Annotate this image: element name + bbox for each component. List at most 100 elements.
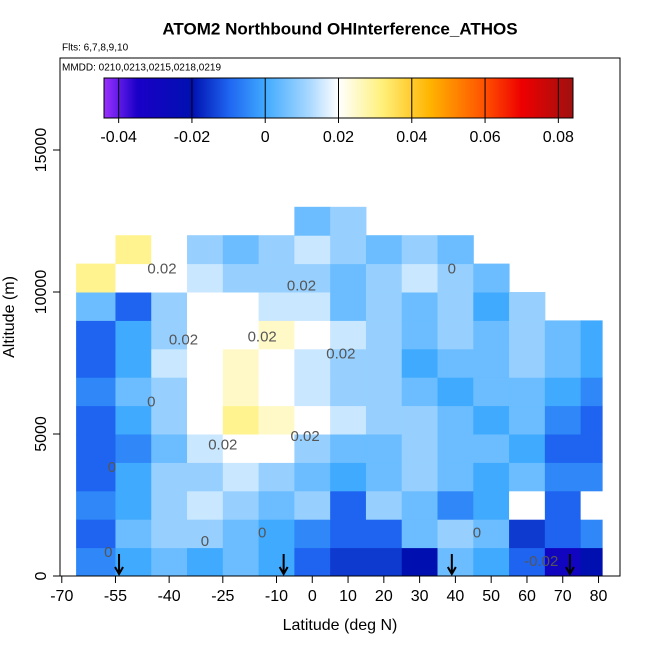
heat-cell xyxy=(294,547,331,577)
colorbar-tick-label: 0.02 xyxy=(323,129,354,146)
heat-cell xyxy=(365,348,403,378)
heat-cell xyxy=(365,263,403,293)
heat-cell xyxy=(580,377,603,407)
chart-title: ATOM2 Northbound OHInterference_ATHOS xyxy=(162,19,517,38)
heat-cell xyxy=(187,348,224,378)
x-tick-label: -40 xyxy=(158,588,181,605)
heat-cell xyxy=(151,547,188,577)
heat-cell xyxy=(115,519,152,549)
heat-cell xyxy=(544,434,582,463)
heat-cell xyxy=(187,263,224,293)
heat-cell xyxy=(258,348,295,378)
arrow xyxy=(114,554,124,577)
heat-cell xyxy=(258,235,295,265)
heat-cell xyxy=(222,462,260,492)
heat-cell xyxy=(437,292,474,321)
heat-cell xyxy=(115,434,152,463)
heat-cell xyxy=(580,348,603,378)
heat-cell xyxy=(187,434,224,463)
heat-cell xyxy=(509,434,546,463)
heat-cell xyxy=(401,547,439,577)
heat-cell xyxy=(580,462,603,492)
plot-frame xyxy=(59,57,621,577)
heat-cell xyxy=(544,490,582,520)
heat-cell xyxy=(115,377,152,407)
heat-cell xyxy=(473,462,510,492)
heat-cell xyxy=(187,377,224,407)
y-axis-label: Altitude (m) xyxy=(1,276,18,358)
heat-cell xyxy=(544,462,582,492)
heat-cell xyxy=(115,263,152,293)
heat-cell xyxy=(473,519,510,549)
heat-cell xyxy=(473,490,510,520)
colorbar-tick-label: 0.08 xyxy=(543,129,574,146)
x-tick-label: -25 xyxy=(211,588,234,605)
heat-cell xyxy=(222,519,260,549)
heat-cell xyxy=(509,490,546,520)
x-axis-label: Latitude (deg N) xyxy=(283,617,398,634)
arrow xyxy=(278,554,289,577)
heat-cell xyxy=(187,320,224,350)
heat-cell xyxy=(258,547,295,577)
heat-cell xyxy=(544,405,582,435)
arrow xyxy=(446,554,457,577)
heat-cell xyxy=(151,292,188,321)
x-tick-label: 80 xyxy=(590,588,608,605)
heat-cell xyxy=(544,377,582,407)
heat-cell xyxy=(76,405,116,435)
contour-label: 0 xyxy=(104,544,112,561)
contour-label: 0 xyxy=(473,524,481,541)
heat-cell xyxy=(187,490,224,520)
contour-label: 0 xyxy=(201,533,209,550)
contour-label: 0.02 xyxy=(326,345,355,362)
heat-cell xyxy=(76,263,116,293)
heat-cell xyxy=(330,348,367,378)
heat-cell xyxy=(187,292,224,321)
heat-cell xyxy=(222,320,260,350)
contour-label: 0.02 xyxy=(147,260,176,277)
x-tick-label: 10 xyxy=(339,588,357,605)
subtitle: Flts: 6,7,8,9,10 xyxy=(62,43,129,54)
heat-cell xyxy=(473,263,510,293)
contour-label: 0.02 xyxy=(287,277,316,294)
heat-cell xyxy=(401,519,439,549)
heat-cell xyxy=(473,405,510,435)
heat-cell xyxy=(151,263,188,293)
y-tick-label: 10000 xyxy=(33,270,50,315)
x-tick-label: -55 xyxy=(104,588,127,605)
contour-label: 0.02 xyxy=(248,328,277,345)
heat-cell xyxy=(473,292,510,321)
heat-cell xyxy=(76,547,116,577)
heat-cell xyxy=(365,490,403,520)
heat-cell xyxy=(76,490,116,520)
contour-label: -0.02 xyxy=(524,553,558,570)
heat-cell xyxy=(76,519,116,549)
heat-cell xyxy=(222,405,260,435)
heat-cell xyxy=(509,405,546,435)
heat-cell xyxy=(294,348,331,378)
x-tick-label: 0 xyxy=(308,588,317,605)
heat-cell xyxy=(544,519,582,549)
heat-cell xyxy=(473,320,510,350)
heat-cell xyxy=(437,405,474,435)
heat-cell xyxy=(187,519,224,549)
contour-label: 0.02 xyxy=(169,331,198,348)
heat-cell xyxy=(509,292,546,321)
heat-cell xyxy=(115,348,152,378)
contour-label: 0 xyxy=(448,260,456,277)
heat-cell xyxy=(580,320,603,350)
heat-cell xyxy=(437,235,474,265)
heat-cell xyxy=(401,292,439,321)
heat-cell xyxy=(76,348,116,378)
heat-cell xyxy=(580,519,603,549)
heat-cell xyxy=(294,320,331,350)
y-tick-label: 0 xyxy=(33,571,50,580)
heat-cell xyxy=(580,547,603,577)
heat-cell xyxy=(294,235,331,265)
colorbar-tick-label: 0.06 xyxy=(469,129,500,146)
heat-cell xyxy=(473,348,510,378)
heat-cell xyxy=(222,292,260,321)
heat-cell xyxy=(76,377,116,407)
x-tick-label: 30 xyxy=(411,588,429,605)
heat-cell xyxy=(294,490,331,520)
